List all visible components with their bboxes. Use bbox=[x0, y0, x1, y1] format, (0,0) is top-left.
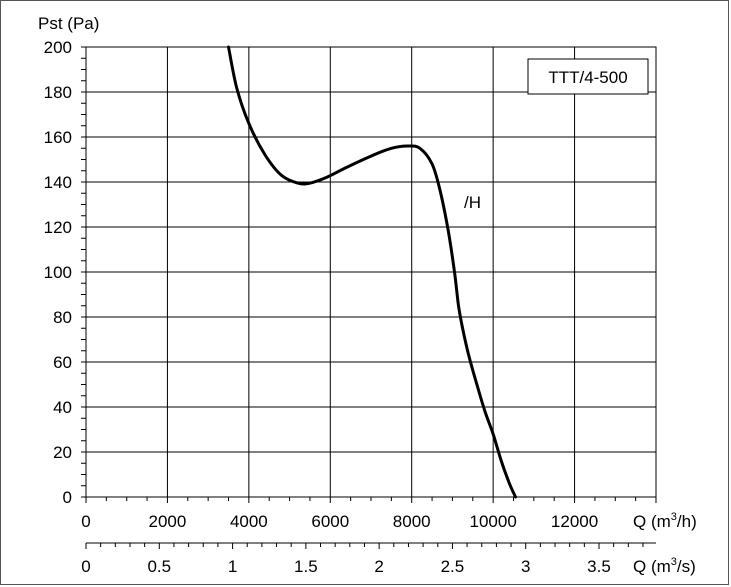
y-tick-label: 20 bbox=[53, 443, 72, 462]
x-axis-tick-labels: 0 2000 4000 6000 8000 10000 12000 bbox=[81, 512, 598, 531]
y-axis-tick-labels: 0 20 40 60 80 100 120 140 160 180 200 bbox=[44, 38, 72, 507]
y-tick-label: 40 bbox=[53, 398, 72, 417]
x-tick-label: 2000 bbox=[149, 512, 187, 531]
y-tick-label: 100 bbox=[44, 263, 72, 282]
y-tick-label: 200 bbox=[44, 38, 72, 57]
model-label-box bbox=[527, 58, 649, 95]
x2-tick-label: 3.5 bbox=[587, 557, 611, 576]
x-tick-label: 12000 bbox=[551, 512, 598, 531]
y-tick-label: 0 bbox=[63, 488, 72, 507]
x-tick-label: 6000 bbox=[311, 512, 349, 531]
x-tick-label: 10000 bbox=[470, 512, 517, 531]
series-label-H: /H bbox=[464, 193, 481, 212]
x-axis-label-secondary: Q (m3/s) bbox=[633, 556, 696, 576]
y-tick-label: 60 bbox=[53, 353, 72, 372]
x-tick-label: 4000 bbox=[230, 512, 268, 531]
x2-tick-label: 0 bbox=[81, 557, 90, 576]
y-tick-label: 180 bbox=[44, 83, 72, 102]
series-line-H bbox=[227, 45, 517, 499]
x2-tick-label: 2 bbox=[374, 557, 383, 576]
y-tick-label: 140 bbox=[44, 173, 72, 192]
x2-tick-label: 1.5 bbox=[294, 557, 318, 576]
model-label: TTT/4-500 bbox=[548, 68, 627, 87]
x2-tick-label: 3 bbox=[521, 557, 530, 576]
y-axis-label: Pst (Pa) bbox=[38, 14, 99, 33]
x2-tick-label: 0.5 bbox=[147, 557, 171, 576]
secondary-x-axis: 0 0.5 1 1.5 2 2.5 3 3.5 bbox=[81, 542, 656, 576]
minor-ticks bbox=[81, 46, 657, 503]
x-tick-label: 8000 bbox=[393, 512, 431, 531]
x-axis-label-primary: Q (m3/h) bbox=[633, 511, 697, 531]
y-tick-label: 160 bbox=[44, 128, 72, 147]
x-tick-label: 0 bbox=[81, 512, 90, 531]
y-tick-label: 120 bbox=[44, 218, 72, 237]
x2-tick-label: 2.5 bbox=[441, 557, 465, 576]
grid-lines bbox=[85, 46, 657, 498]
x2-tick-label: 1 bbox=[228, 557, 237, 576]
y-tick-label: 80 bbox=[53, 308, 72, 327]
